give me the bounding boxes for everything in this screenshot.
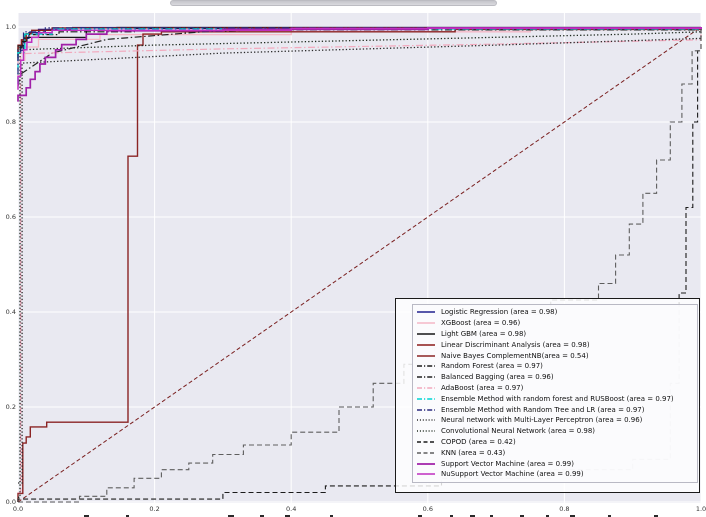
caption-fragment <box>520 515 524 517</box>
legend-item: Convolutional Neural Network (area = 0.9… <box>417 426 697 437</box>
legend-line-sample <box>417 462 435 465</box>
y-tick-label: 0.2 <box>5 403 16 411</box>
caption-fragment <box>470 515 475 517</box>
legend-item: Ensemble Method with Random Tree and LR … <box>417 404 697 415</box>
x-tick-label: 0.0 <box>12 505 24 513</box>
roc-curve-nusupport-vector-machine <box>17 27 702 90</box>
x-tick-label: 0.8 <box>559 505 570 513</box>
legend-line-sample <box>417 473 435 476</box>
legend-item: Balanced Bagging (area = 0.96) <box>417 372 697 383</box>
legend-line-sample <box>417 365 435 368</box>
legend-item: Neural network with Multi-Layer Perceptr… <box>417 415 697 426</box>
caption-fragment <box>570 515 575 517</box>
caption-fragment <box>418 515 422 517</box>
roc-curve-neural-network-with-multi-layer-perceptron <box>18 27 702 484</box>
legend-item: KNN (area = 0.43) <box>417 447 697 458</box>
legend-line-sample <box>417 387 435 389</box>
legend-line-sample <box>417 419 435 422</box>
legend-item: COPOD (area = 0.42) <box>417 437 697 448</box>
horizontal-scrollbar-thumb[interactable] <box>170 0 497 6</box>
legend: Logistic Regression (area = 0.98) XGBoost… <box>412 304 698 483</box>
legend-item: Ensemble Method with random forest and R… <box>417 393 697 404</box>
roc-curve-ensemble-method-with-random-tree-and-lr <box>17 27 702 75</box>
legend-label: Neural network with Multi-Layer Perceptr… <box>441 416 643 425</box>
caption-fragment <box>654 515 658 517</box>
legend-label: Convolutional Neural Network (area = 0.9… <box>441 427 596 436</box>
legend-box: Logistic Regression (area = 0.98) XGBoost… <box>395 298 700 493</box>
legend-line-sample <box>417 322 435 324</box>
legend-line-sample <box>417 344 435 346</box>
y-tick-label: 1.0 <box>5 23 16 31</box>
legend-item: Light GBM (area = 0.98) <box>417 329 697 340</box>
legend-line-sample <box>417 408 435 411</box>
roc-curve-random-forest <box>17 27 702 61</box>
caption-fragment <box>285 515 290 517</box>
caption-fragment <box>546 515 549 517</box>
legend-item: AdaBoost (area = 0.97) <box>417 383 697 394</box>
legend-label: Ensemble Method with random forest and R… <box>441 394 674 403</box>
y-tick-label: 0.0 <box>5 498 16 506</box>
legend-item: Logistic Regression (area = 0.98) <box>417 307 697 318</box>
caption-fragment <box>228 515 234 517</box>
legend-item: Linear Discriminant Analysis (area = 0.9… <box>417 339 697 350</box>
legend-label: Support Vector Machine (area = 0.99) <box>441 459 574 468</box>
cropped-caption-fragments <box>0 512 706 517</box>
legend-label: Naive Bayes ComplementNB(area = 0.54) <box>441 351 589 360</box>
legend-label: KNN (area = 0.43) <box>441 448 506 457</box>
legend-line-sample <box>417 452 435 454</box>
legend-label: XGBoost (area = 0.96) <box>441 319 521 328</box>
legend-item: Random Forest (area = 0.97) <box>417 361 697 372</box>
x-tick-label: 1.0 <box>695 505 706 513</box>
legend-item: XGBoost (area = 0.96) <box>417 318 697 329</box>
caption-fragment <box>260 515 264 517</box>
legend-label: Random Forest (area = 0.97) <box>441 362 543 371</box>
caption-fragment <box>84 515 89 517</box>
caption-fragment <box>330 515 333 517</box>
legend-line-sample <box>417 398 435 400</box>
legend-line-sample <box>417 354 435 357</box>
caption-fragment <box>126 515 129 517</box>
roc-curve-balanced-bagging <box>17 27 702 87</box>
x-tick-label: 0.6 <box>422 505 433 513</box>
legend-label: Logistic Regression (area = 0.98) <box>441 308 558 317</box>
legend-line-sample <box>417 376 435 378</box>
legend-label: Ensemble Method with Random Tree and LR … <box>441 405 645 414</box>
y-tick-label: 0.8 <box>5 118 16 126</box>
chance-diagonal-line <box>17 26 702 503</box>
legend-line-sample <box>417 333 435 335</box>
legend-label: Linear Discriminant Analysis (area = 0.9… <box>441 340 590 349</box>
roc-curve-convolutional-neural-network <box>18 27 702 498</box>
legend-label: Balanced Bagging (area = 0.96) <box>441 373 554 382</box>
legend-line-sample <box>417 441 435 443</box>
x-tick-label: 0.2 <box>149 505 160 513</box>
caption-fragment <box>450 515 453 517</box>
x-tick-label: 0.4 <box>286 505 297 513</box>
caption-fragment <box>608 515 611 517</box>
legend-label: NuSupport Vector Machine (area = 0.99) <box>441 470 584 479</box>
legend-label: Light GBM (area = 0.98) <box>441 329 527 338</box>
legend-item: NuSupport Vector Machine (area = 0.99) <box>417 469 697 480</box>
caption-fragment <box>490 515 493 517</box>
roc-curve-naive-bayes-complementnb <box>17 27 702 502</box>
y-tick-label: 0.6 <box>5 213 16 221</box>
legend-item: Support Vector Machine (area = 0.99) <box>417 458 697 469</box>
legend-item: Naive Bayes ComplementNB(area = 0.54) <box>417 350 697 361</box>
legend-label: COPOD (area = 0.42) <box>441 437 516 446</box>
y-tick-label: 0.4 <box>5 308 16 316</box>
legend-line-sample <box>417 430 435 432</box>
legend-label: AdaBoost (area = 0.97) <box>441 383 524 392</box>
legend-line-sample <box>417 311 435 314</box>
